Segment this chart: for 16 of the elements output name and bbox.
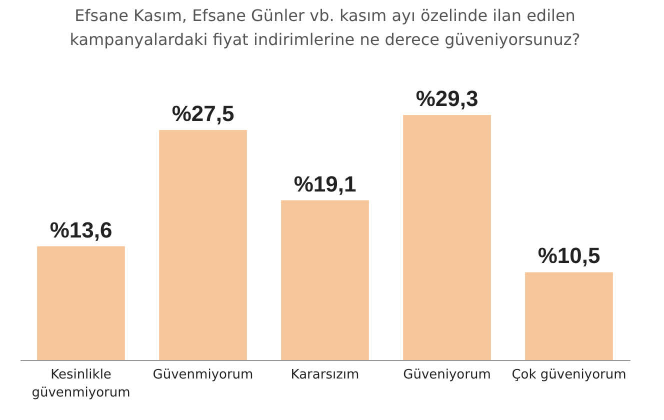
x-tick-label: Güveniyorum	[403, 368, 491, 382]
data-label: %13,6	[50, 217, 112, 242]
bar	[159, 130, 247, 360]
bar	[403, 115, 491, 360]
x-tick-label: Çok güveniyorum	[512, 368, 626, 382]
data-label: %27,5	[172, 101, 234, 126]
data-label: %19,1	[294, 171, 356, 196]
bar	[525, 272, 613, 360]
x-tick-label: Kararsızım	[290, 368, 360, 382]
chart-title: Efsane Kasım, Efsane Günler vb. kasım ayı özelinde ilan edilen kampanyalardaki fiyat indirimlerine ne derece güveniyorsunuz?	[70, 6, 580, 49]
bar	[281, 200, 369, 360]
data-label: %10,5	[538, 243, 600, 268]
data-label: %29,3	[416, 86, 478, 111]
bar	[37, 246, 125, 360]
x-tick-label: Kesinlikle güvenmiyorum	[32, 368, 130, 400]
x-tick-label: Güvenmiyorum	[152, 368, 254, 382]
